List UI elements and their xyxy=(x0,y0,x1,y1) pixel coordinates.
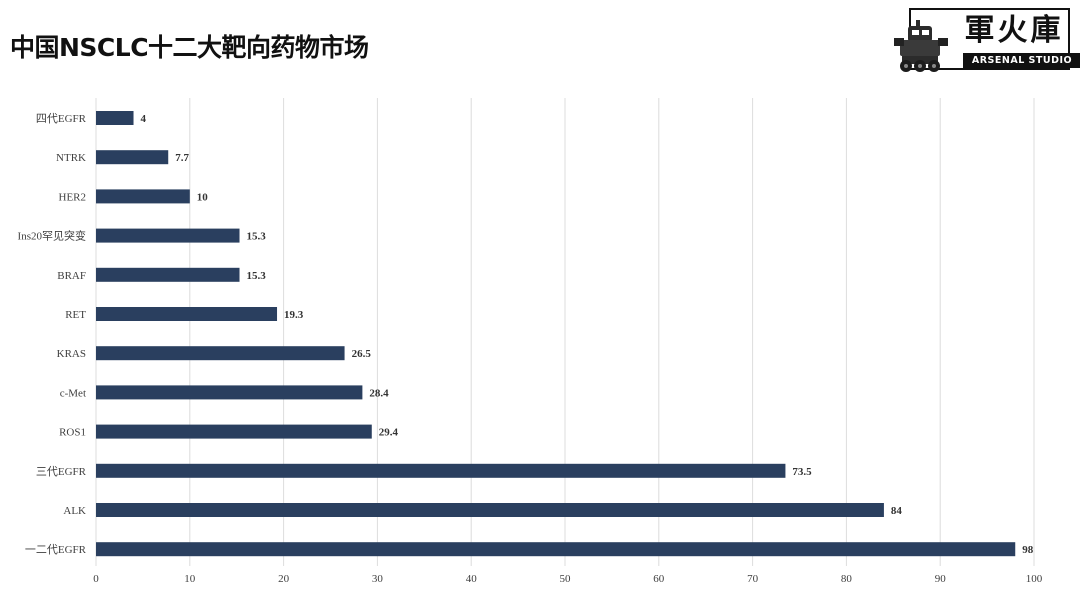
data-label: 15.3 xyxy=(247,270,267,282)
bar xyxy=(96,542,1016,557)
data-label: 29.4 xyxy=(379,427,399,439)
chart-category-labels: 四代EGFR NTRK HER2 Ins20罕见突变 BRAF RET KRAS c-Met R… xyxy=(18,112,87,556)
chart-value-labels: 4 7.7 10 15.3 15.3 19.3 26.5 28.4 29.4 73.5 84 98 xyxy=(141,113,1034,556)
data-label: 7.7 xyxy=(175,152,189,164)
x-tick-label: 10 xyxy=(184,573,196,585)
x-tick-label: 70 xyxy=(747,573,759,585)
x-tick-label: 90 xyxy=(935,573,947,585)
data-label: 19.3 xyxy=(284,309,304,321)
x-tick-label: 20 xyxy=(278,573,290,585)
x-tick-label: 80 xyxy=(841,573,853,585)
category-label: c-Met xyxy=(60,387,86,399)
mech-robot-icon xyxy=(894,20,948,72)
bar xyxy=(96,228,240,243)
category-label: ALK xyxy=(63,505,86,517)
data-label: 98 xyxy=(1022,544,1034,556)
x-tick-label: 40 xyxy=(466,573,478,585)
bar xyxy=(96,385,363,400)
chart-x-axis: 0 10 20 30 40 50 60 70 80 90 100 xyxy=(93,573,1043,585)
category-label: RET xyxy=(65,309,86,321)
category-label: HER2 xyxy=(59,191,87,203)
bar xyxy=(96,111,134,125)
bar xyxy=(96,424,372,439)
bar xyxy=(96,267,240,282)
data-label: 10 xyxy=(197,191,209,203)
category-label: Ins20罕见突变 xyxy=(18,229,86,243)
data-label: 4 xyxy=(141,113,147,125)
category-label: 三代EGFR xyxy=(36,465,87,478)
arsenal-studio-logo: 軍火庫 ARSENAL STUDIO xyxy=(892,8,1080,74)
data-label: 84 xyxy=(891,505,903,517)
category-label: 一二代EGFR xyxy=(25,543,87,556)
category-label: NTRK xyxy=(56,152,86,164)
category-label: BRAF xyxy=(57,270,86,282)
logo-frame: 軍火庫 ARSENAL STUDIO xyxy=(909,8,1080,70)
x-tick-label: 50 xyxy=(560,573,572,585)
bar xyxy=(96,150,169,165)
data-label: 73.5 xyxy=(792,466,812,478)
x-tick-label: 0 xyxy=(93,573,99,585)
page-title: 中国NSCLC十二大靶向药物市场 xyxy=(10,33,369,62)
x-tick-label: 30 xyxy=(372,573,384,585)
data-label: 26.5 xyxy=(352,348,372,360)
bar xyxy=(96,503,884,517)
data-label: 15.3 xyxy=(247,231,267,243)
x-tick-label: 100 xyxy=(1026,573,1043,585)
bar xyxy=(96,307,278,321)
bar xyxy=(96,346,345,361)
chart-grid xyxy=(95,98,1035,566)
category-label: KRAS xyxy=(57,348,86,360)
chart-bars xyxy=(96,111,1016,557)
category-label: 四代EGFR xyxy=(36,112,87,125)
data-label: 28.4 xyxy=(369,387,389,399)
category-label: ROS1 xyxy=(59,427,86,439)
bar xyxy=(96,189,190,204)
logo-text: 軍火庫 xyxy=(964,13,1064,48)
bar xyxy=(96,463,786,478)
logo-subtext: ARSENAL STUDIO xyxy=(963,53,1080,68)
x-tick-label: 60 xyxy=(653,573,665,585)
